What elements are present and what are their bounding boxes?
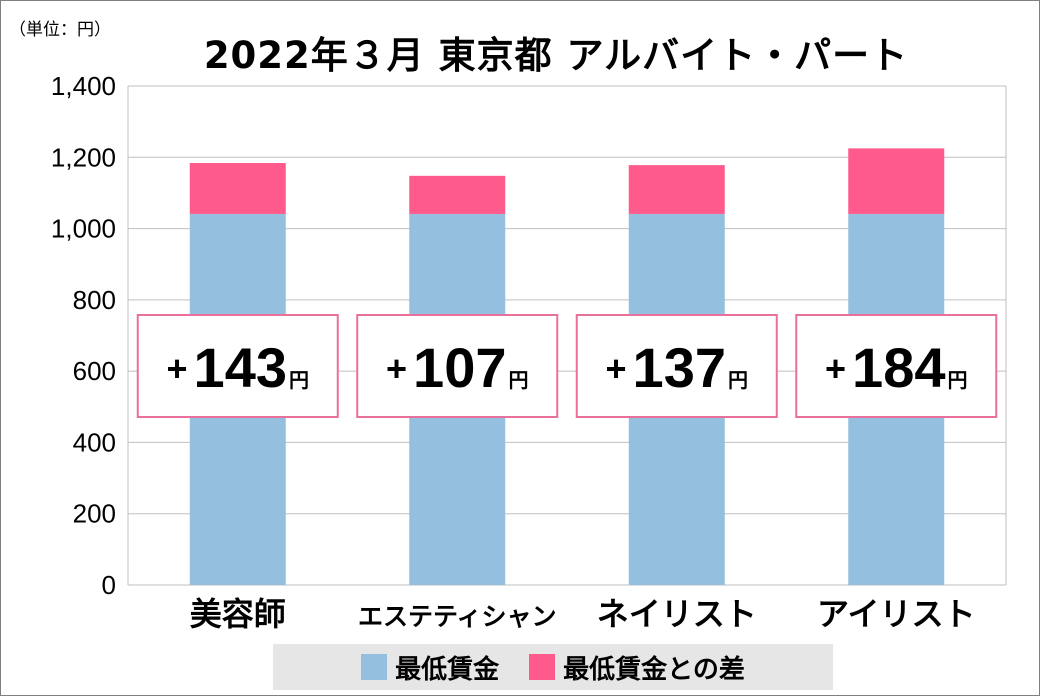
y-tick-label: 400 [73, 427, 116, 457]
y-tick-label: 800 [73, 285, 116, 315]
y-axis-ticks: 0 200 400 600 800 1,000 1,200 1,400 [51, 71, 116, 600]
y-tick-label: 0 [102, 570, 116, 600]
bar-wage-difference [848, 148, 945, 214]
y-tick-label: 600 [73, 356, 116, 386]
annotation-box-frame [575, 314, 778, 418]
annotation-sign: + [825, 348, 846, 389]
unit-note: （単位：円） [9, 20, 111, 40]
x-category-label: アイリスト [817, 595, 975, 633]
annotation-text: +143 円 [167, 336, 309, 399]
legend-item-base: 最低賃金 [361, 649, 499, 686]
x-category-label: ネイリスト [597, 595, 757, 633]
legend-label-diff: 最低賃金との差 [563, 654, 745, 685]
annotation-value: 137 [633, 336, 726, 399]
annotation-box-frame [356, 314, 559, 418]
bar-wage-difference [189, 162, 286, 214]
bar-wage-difference [409, 175, 506, 214]
annotation-text: +184 円 [825, 336, 967, 399]
annotation-value: 143 [194, 336, 287, 399]
difference-annotation-box: +184 円 [795, 314, 998, 418]
legend: 最低賃金 最低賃金との差 [273, 644, 833, 690]
difference-annotation-box: +107 円 [356, 314, 559, 418]
y-tick-label: 1,000 [51, 214, 116, 244]
difference-annotation-box: +143 円 [136, 314, 339, 418]
chart-title: 2022年３月 東京都 アルバイト・パート [203, 34, 909, 77]
y-tick-label: 1,200 [51, 142, 116, 172]
legend-swatch-base [361, 654, 388, 680]
x-category-label: 美容師 [190, 595, 286, 633]
y-tick-label: 1,400 [51, 71, 116, 101]
legend-item-diff: 最低賃金との差 [529, 649, 745, 686]
legend-label-base: 最低賃金 [395, 654, 500, 685]
annotation-unit: 円 [728, 368, 748, 392]
legend-swatch-diff [529, 654, 556, 680]
annotation-sign: + [167, 348, 188, 389]
annotation-unit: 円 [947, 368, 967, 392]
x-category-label: エステティシャン [358, 602, 557, 631]
bar-wage-difference [628, 165, 725, 214]
annotation-sign: + [606, 348, 627, 389]
difference-annotation-box: +137 円 [575, 314, 778, 418]
annotation-box-frame [136, 314, 339, 418]
annotation-unit: 円 [508, 368, 528, 392]
y-tick-label: 200 [73, 499, 116, 529]
x-axis-categories: 美容師 エステティシャン ネイリスト アイリスト [190, 595, 976, 633]
annotation-text: +137 円 [606, 336, 748, 399]
annotation-value: 184 [852, 336, 945, 399]
difference-annotations: +143 円 +107 円 +137 円 +184 円 [136, 314, 998, 418]
annotation-unit: 円 [289, 368, 309, 392]
annotation-sign: + [386, 348, 407, 389]
annotation-value: 107 [413, 336, 506, 399]
annotation-text: +107 円 [386, 336, 528, 399]
annotation-box-frame [795, 314, 998, 418]
